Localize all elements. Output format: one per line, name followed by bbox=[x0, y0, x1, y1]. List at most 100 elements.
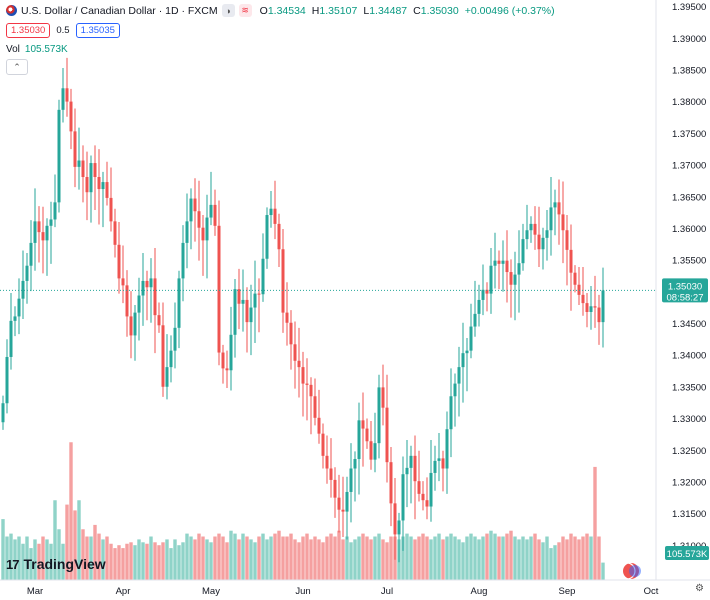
volume-bar bbox=[561, 536, 565, 580]
volume-bar bbox=[257, 536, 261, 580]
candle bbox=[257, 293, 261, 295]
candle bbox=[489, 265, 493, 294]
volume-bar bbox=[97, 533, 101, 580]
volume-bar bbox=[521, 536, 525, 580]
candle bbox=[13, 316, 17, 321]
volume-bar bbox=[165, 539, 169, 580]
candle bbox=[165, 367, 169, 387]
candle bbox=[545, 230, 549, 238]
candle bbox=[29, 242, 33, 266]
candle bbox=[249, 307, 253, 323]
volume-bar bbox=[145, 543, 149, 580]
volume-bar bbox=[237, 539, 241, 580]
y-tick-label: 1.34500 bbox=[672, 319, 706, 330]
tradingview-logo[interactable]: 17 TradingView bbox=[6, 556, 106, 572]
volume-bar bbox=[125, 543, 129, 580]
market-status-icon[interactable]: ◑ bbox=[221, 4, 235, 17]
candle bbox=[105, 182, 109, 198]
candle bbox=[213, 204, 217, 226]
settings-gear-icon[interactable]: ⚙ bbox=[695, 583, 704, 594]
candle bbox=[289, 322, 293, 345]
candle bbox=[425, 500, 429, 507]
candle bbox=[305, 383, 309, 385]
volume-bar bbox=[33, 539, 37, 580]
spread-value: 0.5 bbox=[56, 25, 70, 36]
candle bbox=[261, 258, 265, 295]
candle bbox=[149, 278, 153, 288]
events-icon[interactable] bbox=[618, 562, 641, 580]
volume-legend[interactable]: Vol 105.573K bbox=[6, 44, 68, 55]
candle bbox=[101, 182, 105, 190]
candle bbox=[201, 227, 205, 241]
volume-bar bbox=[57, 529, 61, 580]
volume-bar bbox=[9, 533, 13, 580]
volume-bar bbox=[453, 536, 457, 580]
candle bbox=[481, 289, 485, 300]
candle bbox=[65, 88, 69, 102]
volume-bar bbox=[121, 548, 125, 580]
volume-bar bbox=[465, 536, 469, 580]
volume-bar bbox=[377, 533, 381, 580]
candle bbox=[469, 326, 473, 351]
volume-bar bbox=[17, 536, 21, 580]
y-tick-label: 1.36000 bbox=[672, 224, 706, 235]
candle bbox=[477, 299, 481, 314]
candle bbox=[585, 303, 589, 312]
chevron-up-icon: ⌃ bbox=[13, 61, 21, 72]
y-tick-label: 1.33500 bbox=[672, 382, 706, 393]
volume-bar bbox=[577, 539, 581, 580]
volume-bar bbox=[369, 539, 373, 580]
candle bbox=[285, 312, 289, 323]
candle bbox=[225, 368, 229, 371]
volume-bar bbox=[269, 536, 273, 580]
candle bbox=[593, 306, 597, 308]
volume-bar bbox=[437, 533, 441, 580]
candle bbox=[269, 208, 273, 216]
data-status-icon[interactable]: ≋ bbox=[238, 4, 252, 17]
buy-price-button[interactable]: 1.35035 bbox=[75, 23, 120, 38]
volume-bar bbox=[265, 539, 269, 580]
tradingview-logo-icon: 17 bbox=[6, 556, 20, 572]
candle bbox=[505, 260, 509, 273]
volume-label: Vol bbox=[6, 44, 20, 55]
candle bbox=[529, 223, 533, 231]
candle bbox=[601, 290, 605, 323]
candle bbox=[421, 493, 425, 501]
candle bbox=[573, 272, 577, 285]
volume-bar bbox=[481, 536, 485, 580]
symbol-legend[interactable]: U.S. Dollar / Canadian Dollar · 1D · FXC… bbox=[6, 4, 555, 17]
volume-bar bbox=[117, 545, 121, 580]
volume-bar bbox=[421, 533, 425, 580]
volume-bar bbox=[313, 536, 317, 580]
candle bbox=[221, 352, 225, 369]
volume-bar bbox=[85, 536, 89, 580]
candle bbox=[377, 387, 381, 444]
volume-bar bbox=[181, 542, 185, 580]
candle bbox=[277, 223, 281, 250]
sell-price-button[interactable]: 1.35030 bbox=[6, 23, 51, 38]
volume-bar bbox=[493, 533, 497, 580]
candle bbox=[389, 462, 393, 504]
candle bbox=[245, 299, 249, 323]
volume-bar bbox=[433, 536, 437, 580]
candle bbox=[181, 242, 185, 279]
volume-bar bbox=[205, 539, 209, 580]
volume-bar bbox=[569, 533, 573, 580]
candle bbox=[5, 356, 9, 404]
candle bbox=[413, 455, 417, 482]
tradingview-logo-text: TradingView bbox=[23, 556, 106, 572]
volume-bar bbox=[21, 543, 25, 580]
volume-bar bbox=[193, 539, 197, 580]
volume-bar bbox=[113, 548, 117, 580]
time-axis[interactable]: Mar Apr May Jun Jul Aug Sep Oct bbox=[0, 579, 710, 597]
candle bbox=[297, 360, 301, 368]
candle bbox=[549, 207, 553, 231]
collapse-legend-button[interactable]: ⌃ bbox=[6, 59, 28, 75]
volume-bar bbox=[77, 500, 81, 580]
volume-bar bbox=[317, 539, 321, 580]
candle bbox=[173, 327, 177, 351]
volume-bar bbox=[297, 542, 301, 580]
currency-flag-icon bbox=[6, 5, 17, 16]
candle bbox=[461, 353, 465, 368]
